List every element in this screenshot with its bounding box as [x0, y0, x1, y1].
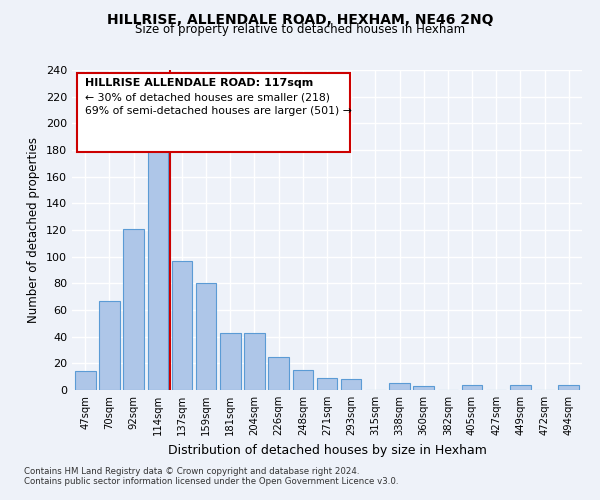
Bar: [196, 284, 217, 390]
Text: ← 30% of detached houses are smaller (218): ← 30% of detached houses are smaller (21…: [85, 92, 330, 102]
Bar: [99, 300, 120, 390]
Text: Contains public sector information licensed under the Open Government Licence v3: Contains public sector information licen…: [24, 477, 398, 486]
Text: HILLRISE ALLENDALE ROAD: 117sqm: HILLRISE ALLENDALE ROAD: 117sqm: [85, 78, 313, 88]
Bar: [462, 384, 482, 390]
Bar: [293, 370, 313, 390]
Bar: [559, 384, 579, 390]
X-axis label: Distribution of detached houses by size in Hexham: Distribution of detached houses by size …: [167, 444, 487, 456]
Text: Size of property relative to detached houses in Hexham: Size of property relative to detached ho…: [135, 22, 465, 36]
Bar: [244, 332, 265, 390]
Bar: [268, 356, 289, 390]
Bar: [317, 378, 337, 390]
Bar: [510, 384, 530, 390]
Bar: [341, 380, 361, 390]
Bar: [389, 384, 410, 390]
Bar: [220, 332, 241, 390]
Y-axis label: Number of detached properties: Number of detached properties: [28, 137, 40, 323]
Bar: [148, 132, 168, 390]
Text: 69% of semi-detached houses are larger (501) →: 69% of semi-detached houses are larger (…: [85, 106, 352, 116]
Bar: [75, 372, 95, 390]
Bar: [413, 386, 434, 390]
Text: HILLRISE, ALLENDALE ROAD, HEXHAM, NE46 2NQ: HILLRISE, ALLENDALE ROAD, HEXHAM, NE46 2…: [107, 12, 493, 26]
Bar: [172, 260, 192, 390]
Bar: [124, 228, 144, 390]
FancyBboxPatch shape: [77, 73, 350, 152]
Text: Contains HM Land Registry data © Crown copyright and database right 2024.: Contains HM Land Registry data © Crown c…: [24, 467, 359, 476]
